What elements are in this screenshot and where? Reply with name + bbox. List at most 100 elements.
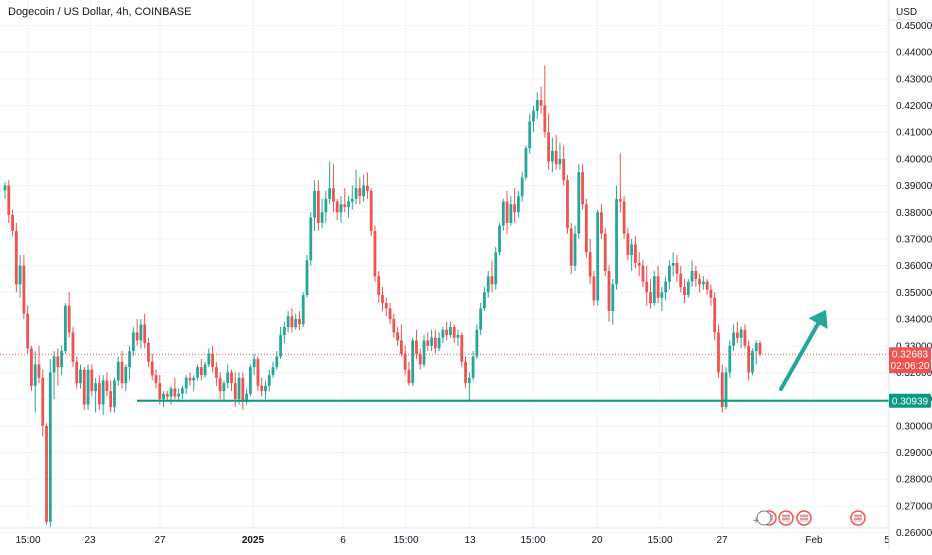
candle-body xyxy=(645,281,649,293)
x-tick-label: 5 xyxy=(884,535,890,546)
candle-up xyxy=(203,361,207,378)
candle-up xyxy=(3,182,7,199)
candle-body xyxy=(113,380,116,408)
candle-body xyxy=(520,177,524,197)
candle-body xyxy=(143,324,147,344)
candle-up xyxy=(671,252,675,277)
candle-up xyxy=(94,377,97,413)
candle-body xyxy=(316,190,320,223)
candle-down xyxy=(120,351,124,389)
candle-up xyxy=(615,185,618,290)
candle-up xyxy=(279,327,282,360)
y-tick-label: 0.40000 xyxy=(896,154,932,165)
candle-down xyxy=(22,254,26,320)
candle-down xyxy=(358,177,362,205)
candle-body xyxy=(634,244,637,263)
candle-body xyxy=(403,353,407,370)
candle-down xyxy=(637,252,641,277)
us-flag-event-icon[interactable] xyxy=(850,510,866,526)
last-price-text: 0.32683 xyxy=(892,350,929,361)
candle-body xyxy=(267,375,271,386)
candle-up xyxy=(441,327,445,344)
candle-body xyxy=(328,188,332,199)
candle-up xyxy=(116,356,120,386)
candle-down xyxy=(679,265,683,293)
chart-title: Dogecoin / US Dollar, 4h, COINBASE xyxy=(8,6,192,18)
candle-up xyxy=(301,292,305,328)
candle-body xyxy=(218,377,222,392)
us-flag-event-icon[interactable] xyxy=(756,510,772,526)
candle-up xyxy=(113,377,116,413)
candle-body xyxy=(82,369,86,405)
support-price-bg xyxy=(889,393,931,408)
candle-down xyxy=(505,190,509,234)
candle-body xyxy=(131,332,135,352)
candle-down xyxy=(641,260,645,288)
candle-up xyxy=(411,337,415,386)
candle-body xyxy=(332,188,335,202)
candle-body xyxy=(298,319,301,325)
candle-body xyxy=(588,252,592,277)
candle-down xyxy=(135,319,139,346)
candle-down xyxy=(720,364,724,413)
candle-down xyxy=(592,270,596,306)
x-tick-label: 13 xyxy=(464,535,476,546)
candle-body xyxy=(135,332,139,341)
candle-body xyxy=(437,337,441,349)
candle-down xyxy=(7,180,11,223)
candle-up xyxy=(339,196,343,223)
candle-body xyxy=(656,276,660,298)
x-tick-label: 23 xyxy=(84,535,96,546)
y-tick-label: 0.45000 xyxy=(896,21,932,32)
y-tick-label: 0.27000 xyxy=(896,501,932,512)
last-price-bg xyxy=(889,347,931,374)
candle-down xyxy=(256,356,260,392)
candle-body xyxy=(456,335,460,338)
candle-body xyxy=(660,292,664,298)
candle-body xyxy=(271,367,275,376)
candle-body xyxy=(592,276,596,301)
candle-up xyxy=(305,254,309,298)
candle-up xyxy=(131,327,135,357)
candle-body xyxy=(230,372,233,384)
candle-body xyxy=(158,383,162,400)
candle-up xyxy=(264,380,267,400)
candle-down xyxy=(675,254,679,282)
candle-layer xyxy=(3,65,762,528)
candle-down xyxy=(569,222,573,274)
candle-up xyxy=(52,351,56,400)
candle-body xyxy=(128,351,131,368)
candle-down xyxy=(377,270,381,304)
candle-body xyxy=(396,332,399,341)
candle-up xyxy=(596,209,600,306)
candle-body xyxy=(596,212,600,301)
y-tick-label: 0.33000 xyxy=(896,341,932,352)
us-flag-event-icon[interactable] xyxy=(796,510,812,526)
candle-body xyxy=(56,356,60,368)
candle-body xyxy=(120,361,124,384)
candle-down xyxy=(381,287,384,312)
candle-down xyxy=(105,372,109,397)
candle-up xyxy=(267,369,271,392)
candle-body xyxy=(343,204,347,207)
candle-up xyxy=(652,270,656,306)
currency-label[interactable]: USD xyxy=(896,7,918,18)
candle-down xyxy=(698,273,701,293)
candle-body xyxy=(369,190,373,231)
candle-body xyxy=(233,383,237,400)
us-flag-event-icon[interactable] xyxy=(778,510,794,526)
candle-down xyxy=(173,377,177,400)
candle-body xyxy=(207,353,211,365)
support-price-tag: 0.30939 xyxy=(889,393,931,408)
candle-down xyxy=(332,164,335,213)
candle-up xyxy=(282,321,286,344)
candle-body xyxy=(430,337,433,346)
candle-up xyxy=(430,329,433,352)
candle-down xyxy=(407,361,411,386)
candle-body xyxy=(7,185,11,215)
candle-body xyxy=(71,332,75,362)
candle-body xyxy=(22,265,26,314)
event-icon-flag xyxy=(854,514,862,522)
